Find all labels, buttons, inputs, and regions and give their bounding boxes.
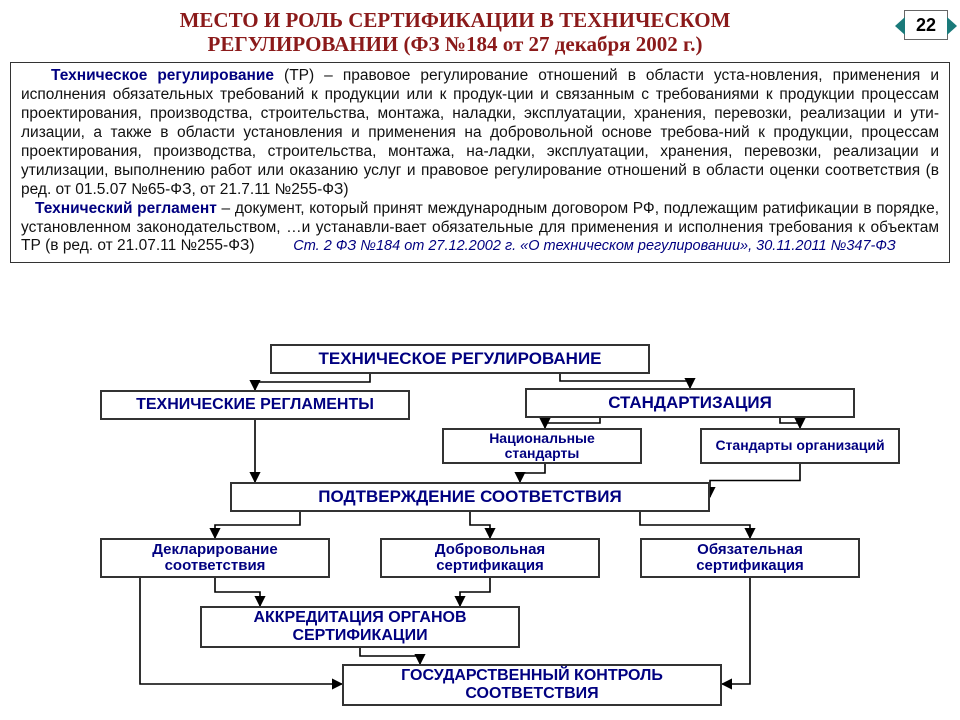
flowchart-node-tech_regl: ТЕХНИЧЕСКИЕ РЕГЛАМЕНТЫ	[100, 390, 410, 420]
definition-body-1: правовое регулирование отношений в облас…	[21, 67, 939, 197]
edge-volunt-accred_R	[460, 578, 490, 606]
flowchart-node-nat_std: Национальные стандарты	[442, 428, 642, 464]
flowchart-node-tech_reg: ТЕХНИЧЕСКОЕ РЕГУЛИРОВАНИЕ	[270, 344, 650, 374]
flowchart-node-org_std: Стандарты организаций	[700, 428, 900, 464]
flowchart-node-gov_ctrl: ГОСУДАРСТВЕННЫЙ КОНТРОЛЬ СООТВЕТСТВИЯ	[342, 664, 722, 706]
slide-number-badge: 22	[904, 10, 948, 40]
title-line-2: РЕГУЛИРОВАНИИ (ФЗ №184 от 27 декабря 200…	[208, 32, 703, 56]
edge-accred-gov_ctrl	[360, 648, 420, 664]
edge-org_std-confirm_R	[710, 464, 800, 497]
title-line-1: МЕСТО И РОЛЬ СЕРТИФИКАЦИИ В ТЕХНИЧЕСКОМ	[180, 8, 731, 32]
flowchart-node-accred: АККРЕДИТАЦИЯ ОРГАНОВ СЕРТИФИКАЦИИ	[200, 606, 520, 648]
flowchart-node-volunt: Добровольная сертификация	[380, 538, 600, 578]
edge-nat_std-confirm_M	[520, 464, 545, 482]
edge-confirm-volunt	[470, 512, 490, 538]
flowchart-node-standard: СТАНДАРТИЗАЦИЯ	[525, 388, 855, 418]
definition-box: Техническое регулирование (ТР) – правово…	[10, 62, 950, 263]
edge-standard-org_std	[780, 418, 800, 428]
edge-tech_reg-standard	[560, 374, 690, 388]
page-title: МЕСТО И РОЛЬ СЕРТИФИКАЦИИ В ТЕХНИЧЕСКОМ …	[12, 8, 898, 56]
term-1-abbr: (ТР) –	[274, 67, 343, 84]
edge-tech_reg-tech_regl	[255, 374, 370, 390]
term-1: Техническое регулирование	[51, 67, 274, 84]
flowchart-node-declar: Декларирование соответствия	[100, 538, 330, 578]
edge-confirm-mandat	[640, 512, 750, 538]
edge-standard-nat_std	[545, 418, 600, 428]
flowchart-node-mandat: Обязательная сертификация	[640, 538, 860, 578]
edge-mandat-govR	[722, 578, 750, 684]
term-2: Технический регламент	[35, 200, 217, 217]
slide-number-value: 22	[916, 15, 936, 36]
edge-confirm-declar	[215, 512, 300, 538]
edge-declar-accred_L	[215, 578, 260, 606]
flowchart: ТЕХНИЧЕСКОЕ РЕГУЛИРОВАНИЕ ТЕХНИЧЕСКИЕ РЕГ…	[0, 344, 960, 720]
citation-text: Ст. 2 ФЗ №184 от 27.12.2002 г. «О технич…	[293, 238, 895, 254]
flowchart-node-confirm: ПОДТВЕРЖДЕНИЕ СООТВЕТСТВИЯ	[230, 482, 710, 512]
